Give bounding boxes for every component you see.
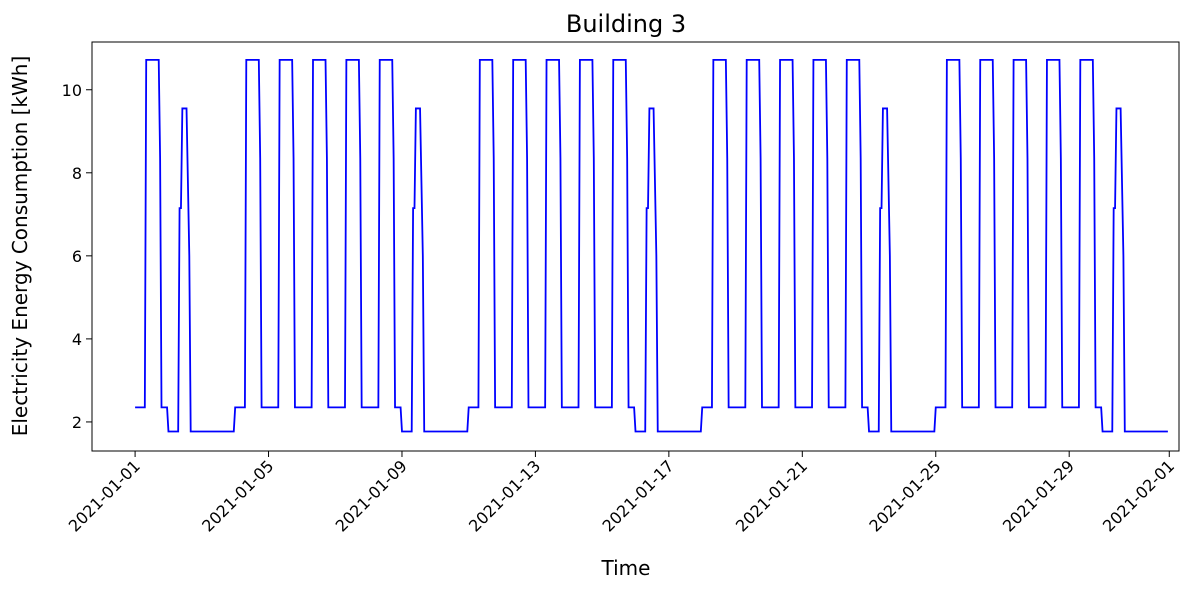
x-axis-label: Time xyxy=(601,556,651,580)
series-line xyxy=(135,58,1168,433)
x-tick-label: 2021-01-29 xyxy=(999,456,1078,535)
x-tick-label: 2021-01-13 xyxy=(465,456,544,535)
y-axis: 2 4 6 8 10 xyxy=(62,81,92,432)
y-tick-label: 8 xyxy=(72,164,82,183)
x-axis: 2021-01-01 2021-01-05 2021-01-09 2021-01-13… xyxy=(65,451,1178,536)
x-tick-label: 2021-01-17 xyxy=(599,456,678,535)
y-tick-label: 6 xyxy=(72,247,82,266)
x-tick-label: 2021-01-21 xyxy=(732,456,811,535)
plot-frame xyxy=(91,41,1180,452)
y-axis-label: Electricity Energy Consumption [kWh] xyxy=(8,56,32,437)
x-tick-label: 2021-01-09 xyxy=(332,456,411,535)
x-tick-label: 2021-01-05 xyxy=(198,456,277,535)
x-tick-label: 2021-02-01 xyxy=(1099,456,1178,535)
y-tick-label: 4 xyxy=(72,330,82,349)
y-tick-label: 10 xyxy=(62,81,82,100)
x-tick-label: 2021-01-25 xyxy=(865,456,944,535)
y-tick-label: 2 xyxy=(72,413,82,432)
x-tick-label: 2021-01-01 xyxy=(65,456,144,535)
chart-title: Building 3 xyxy=(566,10,686,38)
